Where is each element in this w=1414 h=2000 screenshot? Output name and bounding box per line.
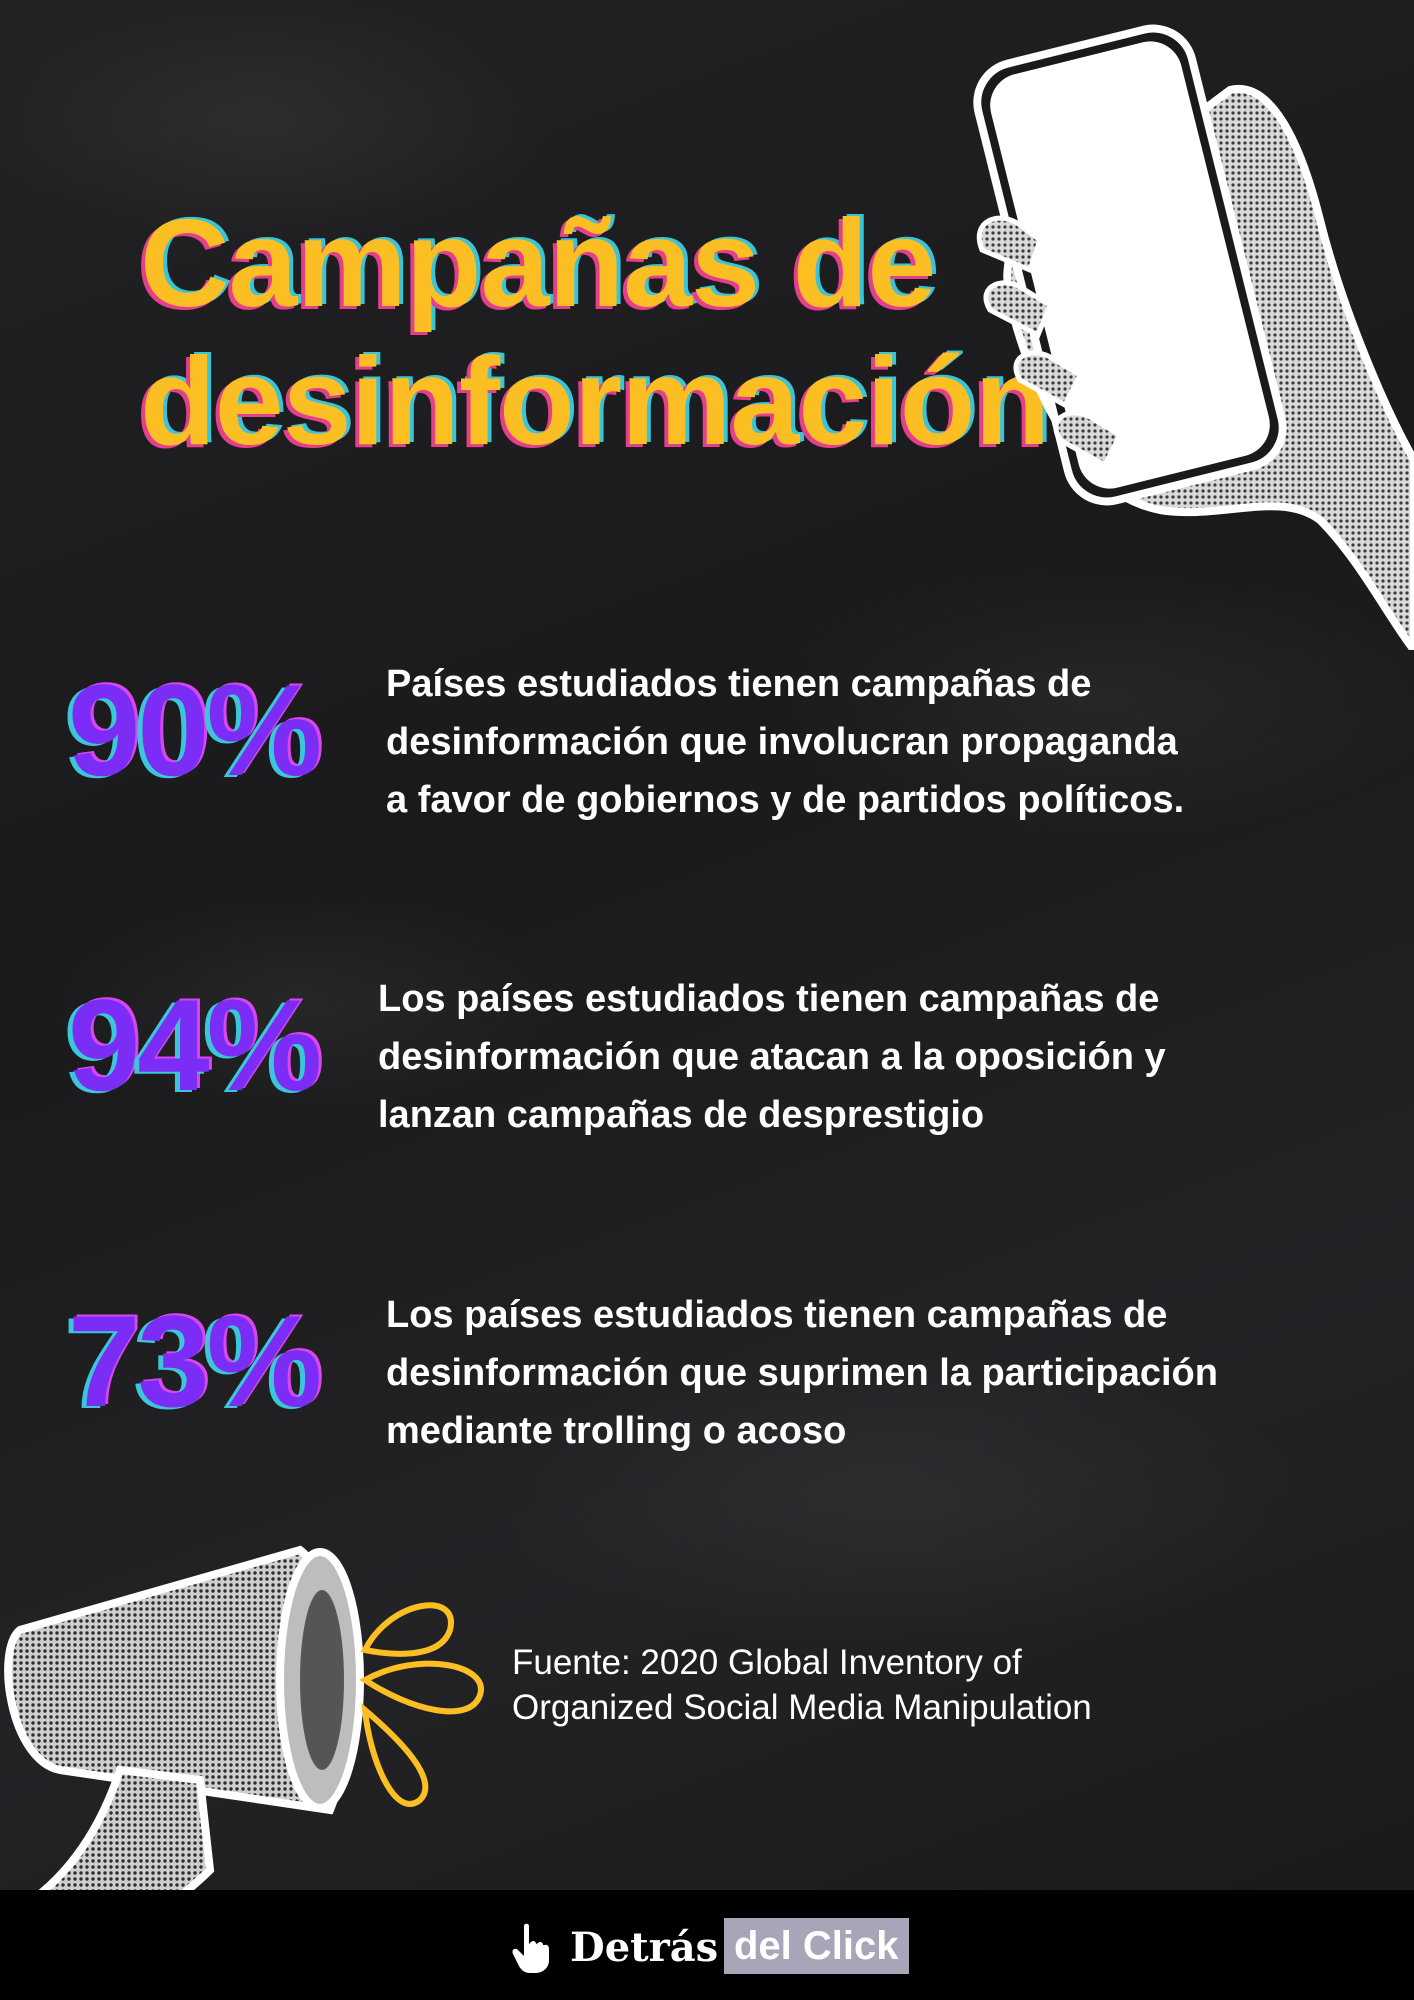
stat-description: Los países estudiados tienen campañas de… [386,1286,1286,1460]
stat-description-line: Los países estudiados tienen campañas de [386,1294,1168,1336]
stat-description-line: a favor de gobiernos y de partidos polít… [386,779,1185,821]
megaphone-illustration [0,1545,484,2000]
stat-block-3: 73% Los países estudiados tienen campaña… [0,1286,1414,1486]
footer-bar: Detrás del Click [0,1890,1414,2000]
source-line-1: Fuente: 2020 Global Inventory of [512,1643,1022,1682]
page-title: Campañas de desinformación [140,195,1050,471]
stat-description-line: Los países estudiados tienen campañas de [378,978,1160,1020]
sound-wave-icon [360,1602,454,1657]
stat-percentage: 73% [68,1288,322,1434]
stat-description-line: desinformación que suprimen la participa… [386,1352,1218,1394]
stat-percentage: 94% [68,972,322,1118]
stat-block-1: 90% Países estudiados tienen campañas de… [0,655,1414,855]
stat-description-line: mediante trolling o acoso [386,1410,847,1452]
title-line-2: desinformación [140,333,1050,471]
stat-block-2: 94% Los países estudiados tienen campaña… [0,970,1414,1170]
stat-description: Países estudiados tienen campañas de des… [386,655,1286,829]
source-line-2: Organized Social Media Manipulation [512,1688,1092,1727]
stat-description: Los países estudiados tienen campañas de… [378,970,1278,1144]
stat-description-line: lanzan campañas de desprestigio [378,1094,985,1136]
hand-holding-phone-illustration [973,24,1414,650]
stat-percentage: 90% [68,657,322,803]
source-citation: Fuente: 2020 Global Inventory of Organiz… [512,1640,1092,1730]
stat-description-line: desinformación que atacan a la oposición… [378,1036,1166,1078]
brand-word-2: del Click [724,1918,909,1974]
title-line-1: Campañas de [140,195,936,333]
pointing-hand-icon [512,1923,549,1973]
stat-description-line: desinformación que involucran propaganda [386,721,1178,763]
brand-word-1: Detrás [570,1924,719,1971]
stat-description-line: Países estudiados tienen campañas de [386,663,1092,705]
